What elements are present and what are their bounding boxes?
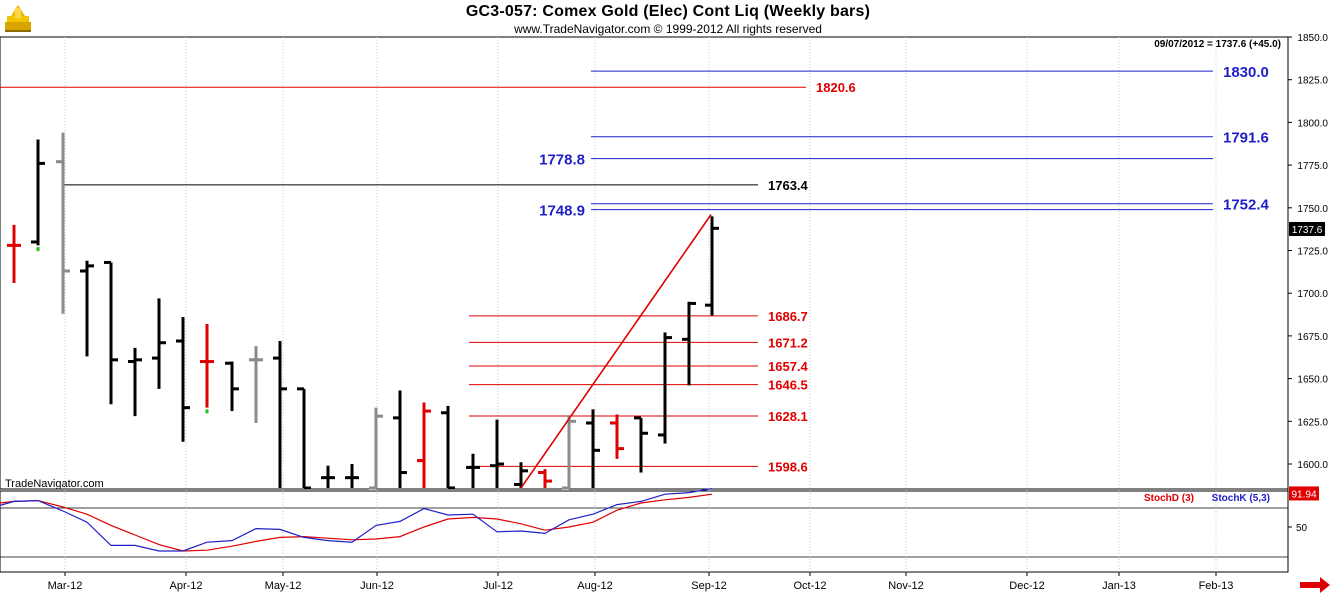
legend-stoch-k: StochK (5,3)	[1212, 493, 1270, 504]
level-label: 1646.5	[768, 378, 808, 393]
level-label: 1791.6	[1223, 130, 1269, 147]
y-tick-label: 1700.0	[1297, 289, 1328, 300]
level-label: 1778.8	[539, 152, 585, 169]
y-tick-label: 1625.0	[1297, 417, 1328, 428]
scroll-right-arrow-icon[interactable]	[1300, 577, 1330, 593]
x-tick-label: Aug-12	[577, 580, 612, 592]
level-label: 1598.6	[768, 459, 808, 474]
ohlc-bar	[249, 346, 263, 424]
ohlc-bar	[31, 139, 45, 246]
date-axis: Mar-12 Apr-12 May-12 Jun-12 Jul-12 Aug-12 Sep-…	[48, 572, 1234, 592]
trade-navigator-logo-icon[interactable]	[3, 2, 33, 34]
level-label: 1657.4	[768, 359, 809, 374]
copyright-text: www.TradeNavigator.com © 1999-2012 All r…	[514, 22, 822, 36]
price-levels: 1830.0 1820.6 1791.6 1778.8 1763.4 1752.4 1748…	[0, 64, 1270, 474]
stochastic-panel: StochD (3) StochK (5,3)	[0, 488, 1270, 552]
ohlc-bar	[152, 298, 166, 389]
ohlc-bar	[586, 409, 600, 488]
level-label: 1628.1	[768, 409, 808, 424]
ohlc-bar	[658, 332, 672, 444]
ohlc-bar	[297, 387, 311, 490]
ohlc-bar	[273, 341, 287, 488]
x-tick-label: Jul-12	[483, 580, 513, 592]
stoch-d-line	[0, 493, 713, 552]
level-label: 1671.2	[768, 335, 808, 350]
y-tick-label: 1850.0	[1297, 33, 1328, 44]
ohlc-bar	[225, 361, 239, 412]
y-tick-label: 1750.0	[1297, 204, 1328, 215]
ohlc-bar	[682, 301, 696, 386]
ohlc-bar	[393, 390, 407, 488]
level-label: 1830.0	[1223, 64, 1269, 81]
x-tick-label: May-12	[265, 580, 302, 592]
ohlc-bar	[466, 453, 480, 488]
x-tick-label: Jun-12	[360, 580, 394, 592]
stoch-y-tick-label: 50	[1296, 523, 1308, 534]
x-tick-label: Oct-12	[793, 580, 826, 592]
y-tick-label: 1600.0	[1297, 460, 1328, 471]
ohlc-bar	[7, 224, 21, 283]
ohlc-bar	[128, 347, 142, 417]
ohlc-bar	[345, 464, 359, 488]
ohlc-bar	[417, 402, 431, 488]
last-price-tag-label: 1737.6	[1292, 225, 1323, 236]
trend-line-segment	[520, 214, 712, 489]
last-price-tag	[1289, 221, 1325, 236]
y-tick-label: 1725.0	[1297, 247, 1328, 258]
level-label: 1748.9	[539, 203, 585, 220]
ohlc-bar	[538, 469, 552, 488]
ohlc-bar	[176, 317, 190, 442]
ohlc-bar	[634, 416, 648, 473]
x-tick-label: Sep-12	[691, 580, 726, 592]
ohlc-bar	[369, 407, 383, 490]
y-tick-label: 1650.0	[1297, 375, 1328, 386]
ohlc-bar	[200, 323, 214, 408]
ohlc-bar	[441, 405, 455, 490]
price-axis: 1600.0 1625.0 1650.0 1675.0 1700.0 1725.0 1750…	[1288, 33, 1328, 534]
y-tick-label: 1825.0	[1297, 76, 1328, 87]
ohlc-bar	[705, 216, 719, 316]
x-tick-label: Dec-12	[1009, 580, 1044, 592]
level-label: 1820.6	[816, 80, 856, 95]
legend-stoch-d: StochD (3)	[1144, 493, 1194, 504]
ohlc-bar	[80, 260, 94, 357]
x-tick-label: Mar-12	[48, 580, 83, 592]
y-tick-label: 1775.0	[1297, 161, 1328, 172]
level-label: 1763.4	[768, 178, 809, 193]
stoch-k-line	[0, 488, 713, 552]
ohlc-bar	[321, 465, 335, 488]
price-panel-frame	[0, 36, 1289, 490]
x-tick-label: Apr-12	[169, 580, 202, 592]
stoch-value-tag	[1289, 486, 1319, 501]
level-label: 1686.7	[768, 309, 808, 324]
chart-title: GC3-057: Comex Gold (Elec) Cont Liq (Wee…	[465, 3, 871, 20]
x-tick-label: Feb-13	[1199, 580, 1234, 592]
x-tick-label: Nov-12	[888, 580, 923, 592]
y-tick-label: 1675.0	[1297, 332, 1328, 343]
ohlc-bar	[490, 419, 504, 488]
last-price-info: 09/07/2012 = 1737.6 (+45.0)	[1154, 39, 1281, 50]
level-label: 1752.4	[1223, 197, 1270, 214]
price-bars	[7, 132, 719, 490]
ohlc-bar	[56, 132, 70, 314]
ohlc-bar	[562, 416, 576, 490]
watermark-text: TradeNavigator.com	[5, 478, 104, 490]
ohlc-bar	[514, 462, 528, 488]
ohlc-bar	[610, 414, 624, 459]
ohlc-bar	[104, 260, 118, 405]
vertical-gridlines	[64, 37, 1217, 572]
stoch-value-tag-label: 91.94	[1291, 489, 1316, 500]
y-tick-label: 1800.0	[1297, 118, 1328, 129]
trend-line	[520, 214, 712, 489]
x-tick-label: Jan-13	[1102, 580, 1136, 592]
